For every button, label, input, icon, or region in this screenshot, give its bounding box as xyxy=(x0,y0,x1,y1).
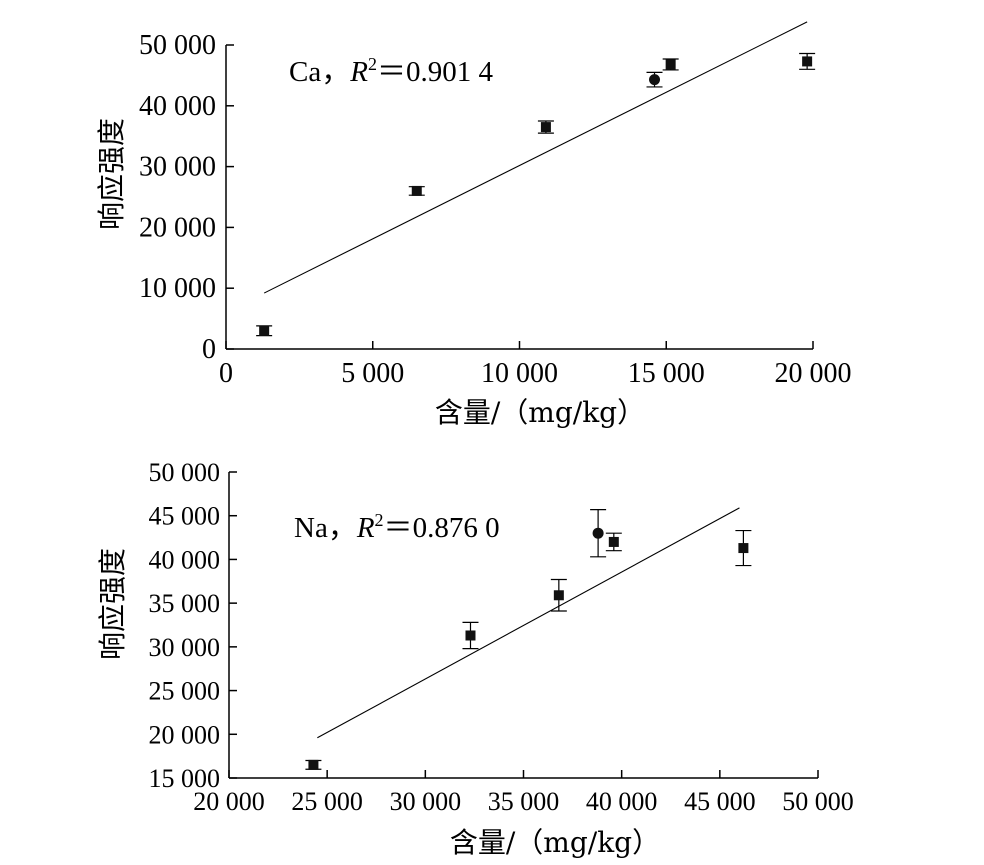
na-plot-area xyxy=(305,507,752,770)
na-y-tick-label: 15 000 xyxy=(149,764,221,793)
ca-annotation-sup: 2 xyxy=(368,54,377,74)
ca-data-point xyxy=(802,56,813,67)
ca-y-tick-label: 50 000 xyxy=(139,30,216,61)
ca-x-axis-label: 含量/（mg/kg） xyxy=(435,396,645,429)
ca-y-tick-label: 40 000 xyxy=(139,91,216,122)
na-x-tick-label: 45 000 xyxy=(684,787,756,816)
na-data-point xyxy=(738,543,749,554)
ca-y-tick-label: 10 000 xyxy=(139,273,216,304)
ca-y-tick-label: 0 xyxy=(202,334,216,365)
na-x-axis: 20 000 25 000 30 000 35 000 40 000 45 000 50 0… xyxy=(193,770,854,816)
na-y-tick-label: 45 000 xyxy=(149,502,221,531)
na-data-point xyxy=(308,759,319,770)
na-y-tick-label: 20 000 xyxy=(149,720,221,749)
ca-x-tick-label: 5 000 xyxy=(341,358,404,389)
ca-x-tick-label: 20 000 xyxy=(775,358,852,389)
na-annotation-sup: 2 xyxy=(375,510,384,530)
na-y-tick-label: 40 000 xyxy=(149,545,221,574)
na-annotation-r: R xyxy=(356,512,375,544)
na-data-point xyxy=(592,527,604,539)
ca-y-axis-label: 响应强度 xyxy=(95,118,128,230)
na-x-tick-label: 30 000 xyxy=(390,787,462,816)
ca-annotation-equals: ＝ xyxy=(377,56,406,88)
na-annotation-value: 0.876 0 xyxy=(413,512,500,544)
na-y-tick-label: 30 000 xyxy=(149,633,221,662)
ca-y-tick-label: 30 000 xyxy=(139,152,216,183)
na-x-tick-label: 50 000 xyxy=(782,787,854,816)
ca-x-tick-label: 0 xyxy=(219,358,233,389)
ca-chart: 0 10 000 20 000 30 000 40 000 50 000 0 5 000 10… xyxy=(95,21,852,429)
na-y-axis-label: 响应强度 xyxy=(96,548,129,660)
na-x-tick-label: 40 000 xyxy=(586,787,658,816)
na-x-tick-label: 20 000 xyxy=(193,787,265,816)
na-annotation-prefix: Na， xyxy=(294,512,357,544)
na-data-point xyxy=(465,630,476,641)
na-y-tick-label: 50 000 xyxy=(149,458,221,487)
ca-y-tick-label: 20 000 xyxy=(139,212,216,243)
ca-annotation-r: R xyxy=(349,56,368,88)
na-y-axis: 15 000 20 000 25 000 30 000 35 000 40 000 45 0… xyxy=(149,458,237,793)
na-x-tick-label: 25 000 xyxy=(291,787,363,816)
ca-y-axis: 0 10 000 20 000 30 000 40 000 50 000 xyxy=(139,30,234,365)
ca-data-point xyxy=(259,325,270,336)
na-y-tick-label: 25 000 xyxy=(149,677,221,706)
na-fit-line xyxy=(317,507,740,739)
na-annotation: Na，R2＝0.876 0 xyxy=(294,510,500,544)
na-data-point xyxy=(553,590,564,601)
ca-plot-area xyxy=(256,21,816,337)
ca-annotation-value: 0.901 4 xyxy=(406,56,494,88)
ca-x-axis: 0 5 000 10 000 15 000 20 000 xyxy=(219,341,852,389)
ca-data-point xyxy=(665,59,676,70)
ca-data-point xyxy=(649,74,661,86)
ca-data-point xyxy=(411,185,422,196)
na-x-axis-label: 含量/（mg/kg） xyxy=(450,826,660,859)
ca-x-tick-label: 15 000 xyxy=(628,358,705,389)
na-annotation-equals: ＝ xyxy=(384,512,413,544)
ca-annotation: Ca，R2＝0.901 4 xyxy=(289,54,493,88)
na-y-tick-label: 35 000 xyxy=(149,589,221,618)
na-x-tick-label: 35 000 xyxy=(488,787,560,816)
ca-x-tick-label: 10 000 xyxy=(481,358,558,389)
ca-fit-line xyxy=(263,21,808,294)
ca-data-point xyxy=(540,122,551,133)
na-data-point xyxy=(608,536,619,547)
ca-annotation-prefix: Ca， xyxy=(289,56,350,88)
